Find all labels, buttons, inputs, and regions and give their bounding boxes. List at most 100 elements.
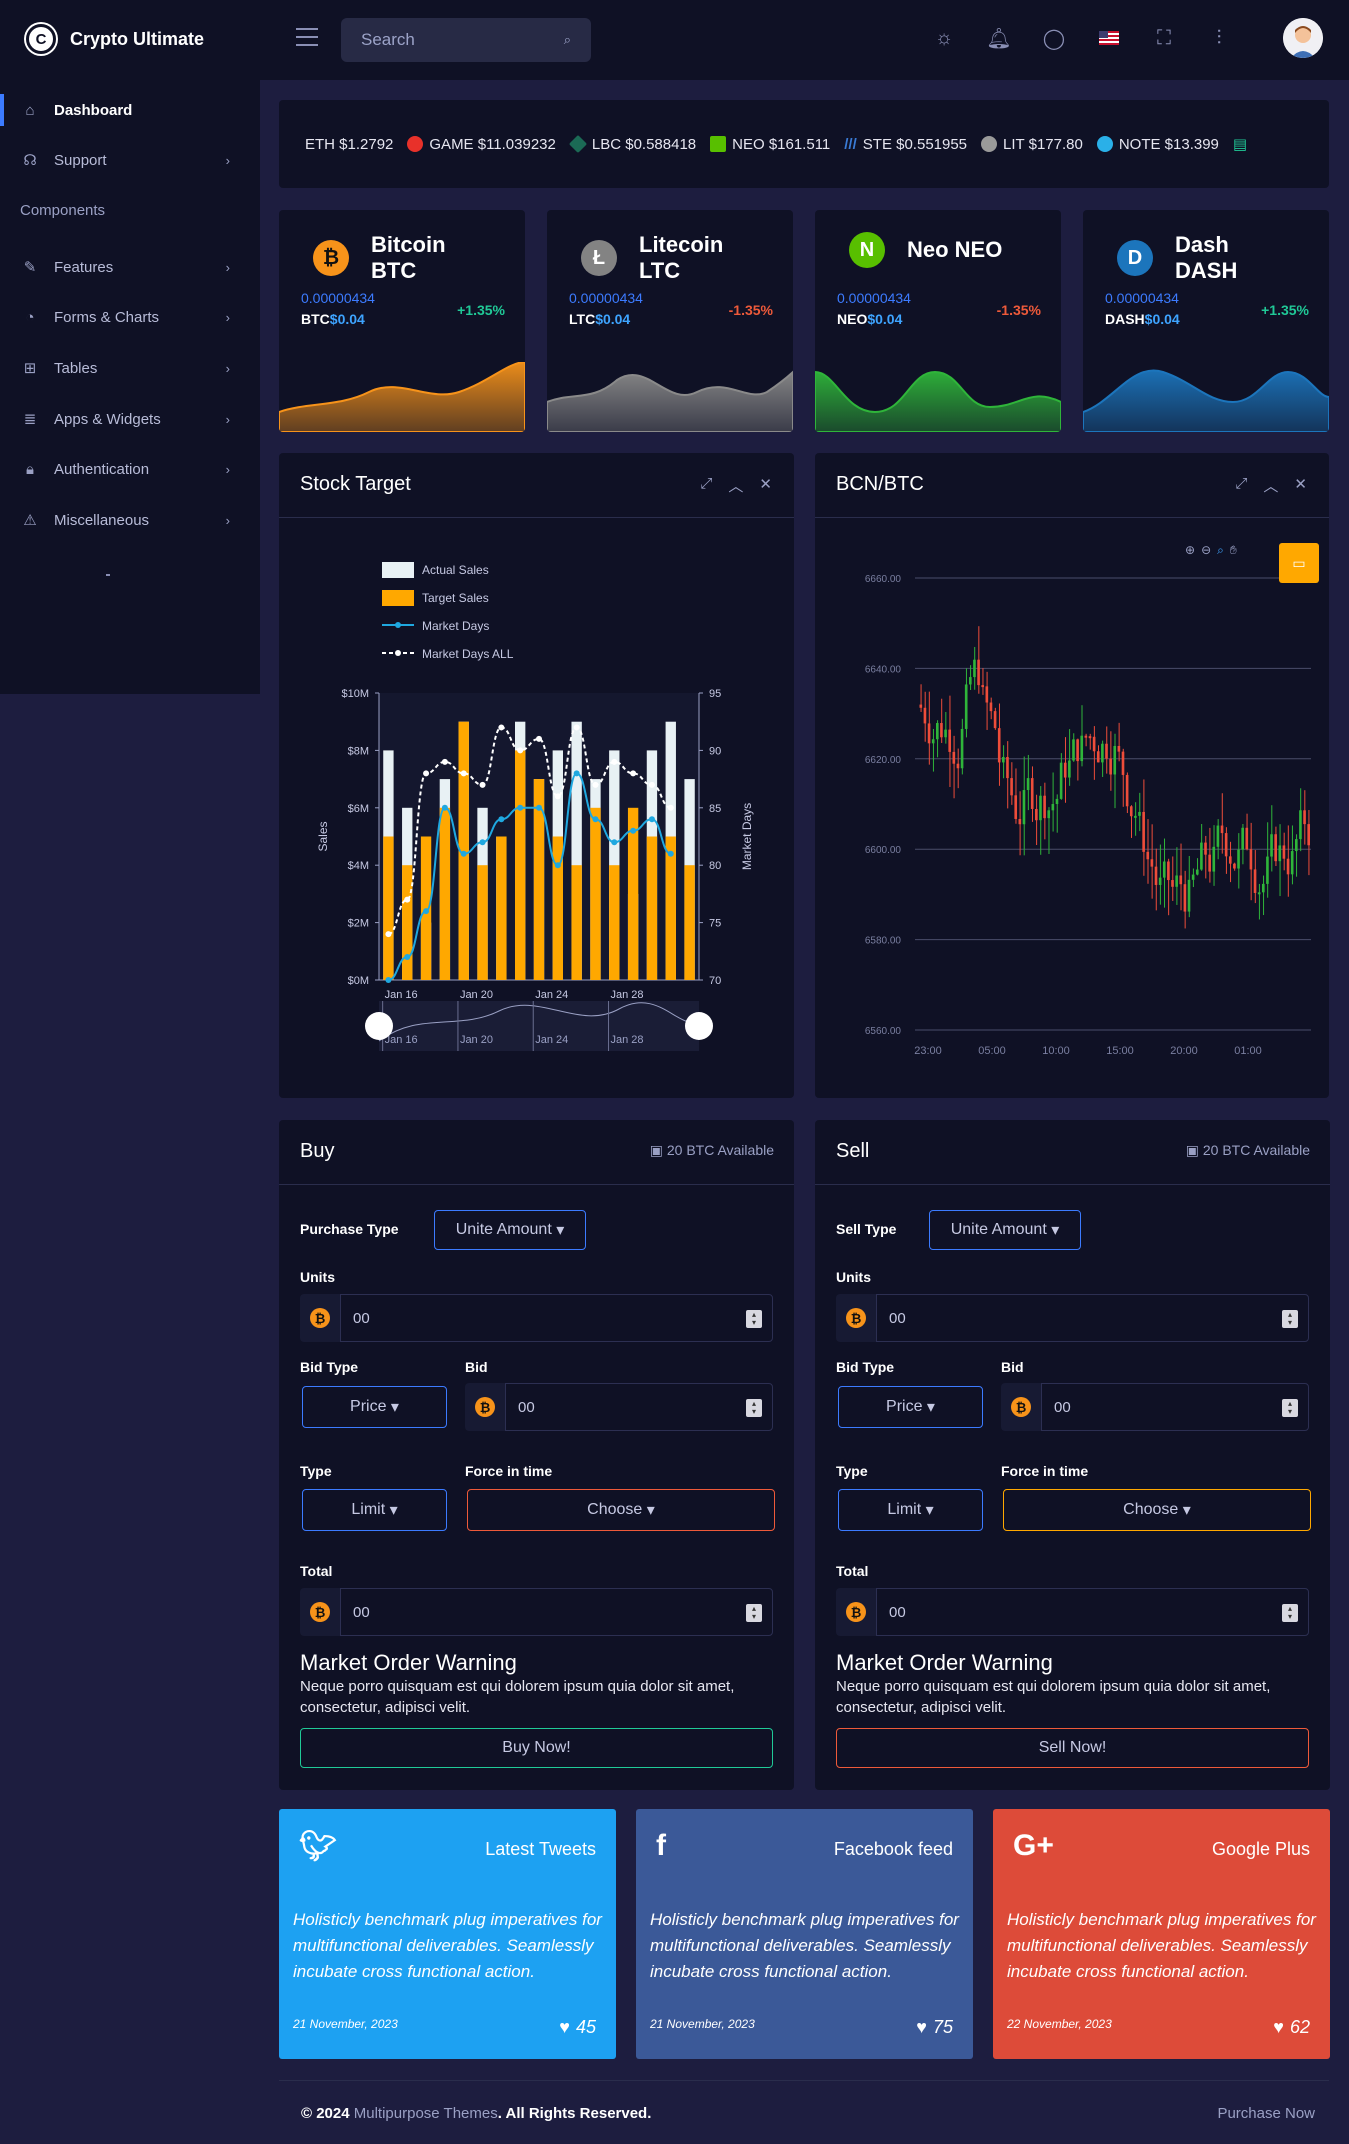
y-tick-label: $4M bbox=[348, 860, 369, 872]
social-date: 22 November, 2023 bbox=[1007, 2017, 1112, 2031]
range-handle-left[interactable] bbox=[365, 1012, 393, 1040]
candle-body bbox=[960, 728, 964, 769]
zoom-in-icon[interactable]: ⊕ bbox=[1185, 543, 1196, 557]
like-button[interactable]: ♥ 45 bbox=[559, 2017, 596, 2037]
settings-sliders-icon[interactable]: ⫶ bbox=[1216, 26, 1222, 49]
number-spinner[interactable]: ▴ ▾ bbox=[1282, 1399, 1298, 1417]
ticker-item: ▤ bbox=[1233, 135, 1247, 153]
force-in-time-dropdown[interactable]: Choose ▾ bbox=[467, 1489, 775, 1531]
sidebar-section-components: Components bbox=[20, 202, 106, 219]
search-input[interactable]: Search ⌕ bbox=[341, 18, 591, 62]
order-type-dropdown[interactable]: Limit ▾ bbox=[838, 1489, 983, 1531]
coin-card[interactable]: D Dash DASH 0.00000434 DASH$0.04 +1.35% bbox=[1083, 210, 1329, 432]
zoom-select-icon[interactable]: ⌕ bbox=[1217, 543, 1224, 557]
y-tick-label: $0M bbox=[348, 975, 369, 987]
ticker-item[interactable]: ETH $1.2792 bbox=[305, 135, 394, 153]
sidebar-item-miscellaneous[interactable]: ⚠ Miscellaneous › bbox=[0, 500, 260, 540]
order-type-dropdown[interactable]: Limit ▾ bbox=[302, 1489, 447, 1531]
bcn-btc-panel: BCN/BTC ⤢ ︿ ✕ 6560.00 6580.00 6600.00 6620.… bbox=[815, 453, 1329, 1098]
range-handle-right[interactable] bbox=[685, 1012, 713, 1040]
expand-icon[interactable]: ⤢ bbox=[1235, 475, 1248, 492]
force-in-time-dropdown[interactable]: Choose ▾ bbox=[1003, 1489, 1311, 1531]
bell-icon[interactable]: 🔔︎ bbox=[986, 27, 1012, 50]
number-spinner[interactable]: ▴ ▾ bbox=[1282, 1310, 1298, 1328]
collapse-icon[interactable]: ︿ bbox=[1263, 478, 1279, 495]
candle-body bbox=[1125, 774, 1129, 807]
candlestick-chart[interactable]: 6560.00 6580.00 6600.00 6620.00 6640.00 6660.… bbox=[815, 518, 1329, 1098]
candle-body bbox=[1006, 756, 1009, 779]
purchase-now-link[interactable]: Purchase Now bbox=[1217, 2105, 1315, 2122]
like-button[interactable]: ♥ 75 bbox=[916, 2017, 953, 2037]
bid-input[interactable]: 00 ▴ ▾ bbox=[505, 1383, 773, 1431]
us-flag-icon[interactable] bbox=[1095, 24, 1123, 52]
sidebar-item-tables[interactable]: ⊞ Tables › bbox=[0, 348, 260, 388]
number-spinner[interactable]: ▴ ▾ bbox=[746, 1399, 762, 1417]
social-body: Holisticly benchmark plug imperatives fo… bbox=[650, 1910, 959, 1981]
search-icon[interactable]: ⌕ bbox=[563, 32, 571, 47]
bid-type-dropdown[interactable]: Price ▾ bbox=[838, 1386, 983, 1428]
avatar[interactable] bbox=[1283, 18, 1323, 58]
buy-now-button[interactable]: Buy Now! bbox=[300, 1728, 773, 1768]
y2-tick-label: 80 bbox=[709, 860, 721, 872]
theme-sun-icon[interactable]: ☼ bbox=[934, 26, 954, 49]
candle-body bbox=[1162, 861, 1166, 878]
units-input[interactable]: 00 ▴ ▾ bbox=[340, 1294, 773, 1342]
ticker-item[interactable]: NOTE $13.399 bbox=[1096, 136, 1219, 153]
pan-hand-icon[interactable]: ✋︎ bbox=[1229, 543, 1237, 557]
market-days-line-point bbox=[498, 816, 505, 823]
candle-body bbox=[1257, 892, 1261, 895]
coin-card[interactable]: N Neo NEO 0.00000434 NEO$0.04 -1.35% bbox=[815, 210, 1061, 432]
units-input[interactable]: 00 ▴ ▾ bbox=[876, 1294, 1309, 1342]
market-days-all-line-point bbox=[423, 770, 430, 777]
coin-card[interactable]: ₿ Bitcoin BTC 0.00000434 BTC$0.04 +1.35% bbox=[279, 210, 525, 432]
like-button[interactable]: ♥ 62 bbox=[1273, 2017, 1310, 2037]
candle-body bbox=[1055, 798, 1059, 805]
chat-icon[interactable]: ◯ bbox=[1042, 27, 1066, 50]
ticker-item[interactable]: NEO $161.511 bbox=[710, 136, 830, 153]
sidebar-item-apps-widgets[interactable]: ≣ Apps & Widgets › bbox=[0, 399, 260, 439]
collapse-icon[interactable]: ︿ bbox=[728, 478, 744, 495]
market-days-all-line-point bbox=[554, 793, 561, 800]
company-link[interactable]: Multipurpose Themes bbox=[353, 2105, 498, 2122]
coin-card[interactable]: Ł Litecoin LTC 0.00000434 LTC$0.04 -1.35… bbox=[547, 210, 793, 432]
ticker-item[interactable]: LBC $0.588418 bbox=[568, 134, 696, 154]
bid-type-dropdown[interactable]: Price ▾ bbox=[302, 1386, 447, 1428]
menu-toggle-icon[interactable] bbox=[296, 28, 318, 46]
chart-menu-button[interactable]: ▭ bbox=[1279, 543, 1319, 583]
ticker-item[interactable]: ///STE $0.551955 bbox=[844, 135, 968, 153]
sidebar-item-forms-charts[interactable]: ◔ Forms & Charts › bbox=[0, 297, 260, 337]
expand-icon[interactable]: ⤢ bbox=[700, 475, 713, 492]
number-spinner[interactable]: ▴ ▾ bbox=[746, 1604, 762, 1622]
x-tick-label: 20:00 bbox=[1170, 1045, 1198, 1057]
warning-title: Market Order Warning bbox=[300, 1650, 517, 1675]
sidebar-item-authentication[interactable]: 🔒︎ Authentication › bbox=[0, 449, 260, 489]
ticker-item[interactable]: LIT $177.80 bbox=[981, 136, 1083, 153]
zoom-out-icon[interactable]: ⊖ bbox=[1201, 543, 1212, 557]
close-icon[interactable]: ✕ bbox=[759, 476, 772, 493]
type-dropdown[interactable]: Unite Amount ▾ bbox=[434, 1210, 586, 1250]
twitter-icon[interactable]: 🐦︎ bbox=[299, 1830, 338, 1863]
sell-now-button[interactable]: Sell Now! bbox=[836, 1728, 1309, 1768]
logo[interactable]: C Crypto Ultimate bbox=[26, 24, 204, 54]
coin-name: Neo NEO bbox=[907, 237, 1003, 262]
fullscreen-icon[interactable]: ⛶ bbox=[1157, 26, 1171, 49]
candle-body bbox=[1018, 818, 1022, 825]
bid-input[interactable]: 00 ▴ ▾ bbox=[1041, 1383, 1309, 1431]
candle-body bbox=[1228, 856, 1232, 864]
number-spinner[interactable]: ▴ ▾ bbox=[1282, 1604, 1298, 1622]
stock-target-chart[interactable]: Actual Sales Target Sales Market Days Marke… bbox=[279, 518, 794, 1098]
sidebar-item-features[interactable]: ✎ Features › bbox=[0, 247, 260, 287]
facebook-icon[interactable]: f bbox=[656, 1829, 666, 1862]
close-icon[interactable]: ✕ bbox=[1294, 476, 1307, 493]
google-plus-icon[interactable]: G+ bbox=[1013, 1829, 1054, 1862]
total-input[interactable]: 00 ▴ ▾ bbox=[876, 1588, 1309, 1636]
btc-icon: ₿ bbox=[300, 1294, 340, 1342]
chevron-right-icon: › bbox=[225, 411, 230, 427]
sidebar-item-support[interactable]: ☊ Support › bbox=[0, 140, 260, 180]
number-spinner[interactable]: ▴ ▾ bbox=[746, 1310, 762, 1328]
ticker-item[interactable]: GAME $11.039232 bbox=[407, 136, 556, 153]
type-dropdown[interactable]: Unite Amount ▾ bbox=[929, 1210, 1081, 1250]
sidebar-item-dashboard[interactable]: ⌂ Dashboard bbox=[0, 90, 260, 130]
candle-body bbox=[1047, 810, 1051, 819]
total-input[interactable]: 00 ▴ ▾ bbox=[340, 1588, 773, 1636]
